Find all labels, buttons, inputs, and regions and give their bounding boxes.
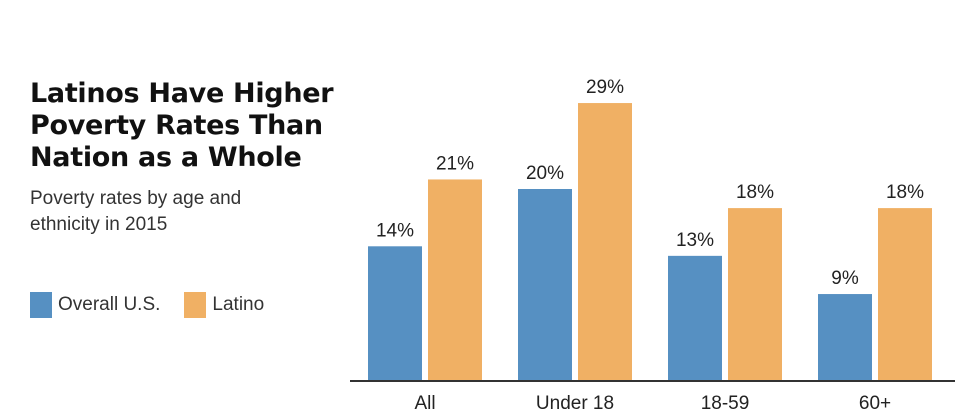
value-label-latino-3: 18%	[886, 182, 924, 203]
value-label-overall-3: 9%	[831, 268, 859, 289]
bar-latino-1	[578, 103, 632, 381]
chart-legend: Overall U.S. Latino	[30, 292, 288, 318]
value-label-latino-0: 21%	[436, 153, 474, 174]
chart-title: Latinos Have Higher Poverty Rates Than N…	[30, 78, 334, 173]
legend-swatch-overall	[30, 292, 52, 318]
category-label-3: 60+	[859, 393, 891, 414]
value-label-latino-2: 18%	[736, 182, 774, 203]
bar-overall-1	[518, 189, 572, 380]
bar-overall-2	[668, 255, 722, 380]
legend-item-latino: Latino	[184, 292, 264, 318]
legend-swatch-latino	[184, 292, 207, 318]
legend-label-overall: Overall U.S.	[58, 294, 161, 315]
bar-overall-0	[368, 246, 422, 380]
chart-subtitle: Poverty rates by age and ethnicity in 20…	[30, 188, 242, 235]
legend-item-overall: Overall U.S.	[30, 292, 160, 318]
bar-latino-2	[728, 208, 782, 380]
bar-overall-3	[818, 294, 872, 380]
category-label-0: All	[414, 393, 435, 414]
bar-latino-3	[878, 208, 932, 380]
category-label-2: 18-59	[701, 393, 750, 414]
bar-latino-0	[428, 179, 482, 380]
value-label-overall-0: 14%	[376, 220, 414, 241]
value-label-latino-1: 29%	[586, 77, 624, 98]
category-label-1: Under 18	[536, 393, 614, 414]
value-label-overall-2: 13%	[676, 230, 714, 251]
value-label-overall-1: 20%	[526, 163, 564, 184]
legend-label-latino: Latino	[212, 294, 265, 315]
